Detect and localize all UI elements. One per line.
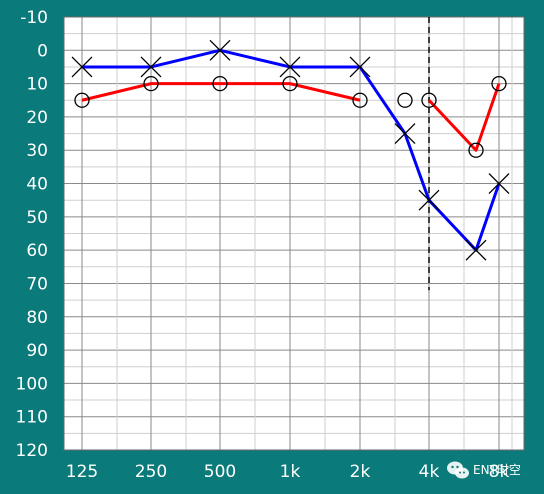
circle-marker (143, 75, 159, 92)
watermark-text: ENT时空 (473, 463, 521, 477)
y-tick-label: 60 (26, 241, 48, 261)
circle-marker (397, 92, 413, 108)
cross-stroke (418, 189, 440, 211)
y-tick-label: 50 (26, 208, 48, 228)
watermark: ENT时空 (447, 461, 521, 479)
cross-stroke (394, 123, 416, 145)
x-tick-label: 2k (350, 462, 371, 482)
cross-marker (418, 189, 440, 211)
cross-marker (488, 173, 510, 194)
x-tick-label: 250 (135, 462, 167, 482)
x-tick-label: 125 (66, 462, 98, 482)
cross-marker (349, 56, 371, 78)
plot-border (63, 16, 525, 451)
cross-marker (209, 39, 231, 61)
cross-marker (465, 239, 487, 261)
x-tick-labels: 125 250 500 1k 2k 4k 8k (66, 462, 510, 482)
y-tick-labels: -10 0 10 20 30 40 50 60 70 80 90 100 110 120 (16, 8, 48, 461)
grid (63, 16, 525, 451)
cross-stroke (71, 56, 93, 78)
cross-stroke (349, 56, 371, 78)
x-tick-label: 8k (489, 462, 510, 482)
y-tick-label: 10 (26, 75, 48, 95)
y-tick-label: -10 (20, 8, 48, 28)
cross-stroke (279, 56, 301, 78)
series-line-0 (81, 82, 361, 102)
x-tick-label: 500 (204, 462, 236, 482)
cross-stroke (209, 39, 231, 61)
circle-marker (421, 92, 437, 108)
cross-marker (279, 56, 301, 78)
y-tick-label: 110 (16, 408, 48, 428)
circle-marker (468, 142, 484, 158)
x-tick-label: 1k (280, 462, 301, 482)
y-tick-label: 20 (26, 108, 48, 128)
y-tick-label: 100 (16, 374, 48, 394)
series-layer (71, 39, 510, 261)
circle-marker (282, 75, 298, 92)
y-tick-label: 30 (26, 141, 48, 161)
cross-stroke (140, 56, 162, 78)
cross-stroke (465, 239, 487, 261)
cross-marker (140, 56, 162, 78)
y-tick-label: 90 (26, 341, 48, 361)
y-tick-label: 0 (37, 41, 48, 61)
y-tick-label: 120 (16, 441, 48, 461)
cross-marker (71, 56, 93, 78)
circle-marker (491, 75, 507, 92)
circle-marker (74, 92, 90, 108)
wechat-icon (447, 461, 469, 479)
cross-marker (394, 123, 416, 145)
y-tick-label: 70 (26, 274, 48, 294)
circle-marker (352, 92, 368, 108)
y-tick-label: 40 (26, 175, 48, 195)
cross-stroke (488, 173, 510, 194)
circle-marker (212, 75, 228, 92)
x-tick-label: 4k (419, 462, 440, 482)
y-tick-label: 80 (26, 308, 48, 328)
series-line-0 (427, 83, 501, 152)
